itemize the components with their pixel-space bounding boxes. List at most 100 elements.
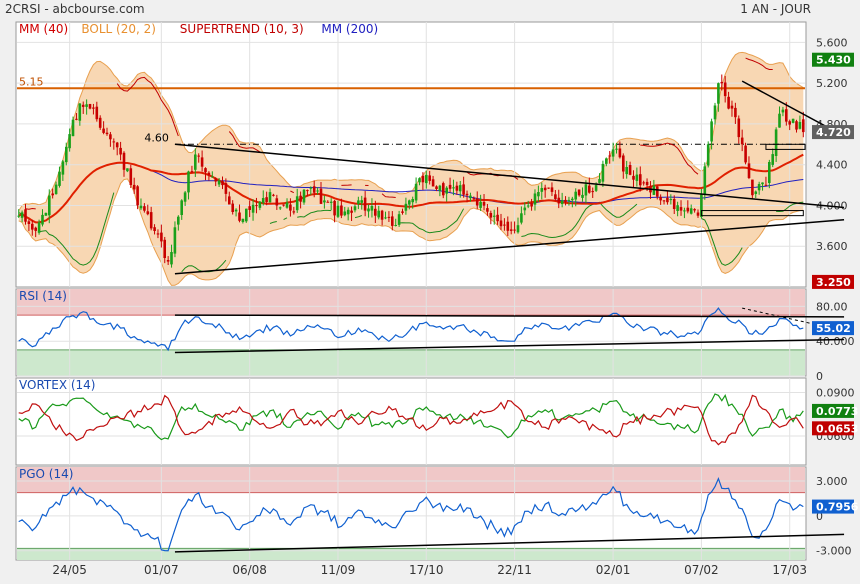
candle-body — [153, 227, 156, 231]
legend-entry: VORTEX (14) — [19, 378, 96, 392]
candle-body — [547, 188, 550, 189]
candle-body — [21, 212, 24, 217]
vortex-badge: 0.0653 — [816, 422, 858, 435]
candle-body — [666, 198, 669, 202]
annotation-label: 4.60 — [144, 131, 169, 144]
candle-body — [191, 171, 194, 172]
vortex-badge: 0.0773 — [816, 405, 858, 418]
candle-body — [748, 163, 751, 178]
candle-body — [571, 199, 574, 201]
candle-body — [493, 216, 496, 217]
candle-body — [228, 196, 231, 204]
candle-body — [265, 197, 268, 202]
candle-body — [500, 221, 503, 227]
candle-body — [45, 213, 48, 216]
candle-body — [442, 183, 445, 195]
candle-body — [245, 209, 248, 222]
pgo-high-zone — [17, 467, 805, 493]
candle-body — [755, 192, 758, 195]
candle-body — [486, 208, 489, 212]
candle-body — [320, 189, 323, 204]
candle-body — [79, 104, 82, 121]
candle-body — [106, 133, 109, 134]
candle-body — [612, 149, 615, 156]
price-ytick-label: 4.400 — [816, 159, 848, 172]
candle-body — [642, 182, 645, 183]
candle-body — [622, 156, 625, 172]
candle-body — [415, 184, 418, 201]
x-tick-label: 07/02 — [684, 563, 719, 577]
candle-body — [323, 200, 326, 202]
candle-body — [41, 215, 44, 225]
candle-body — [391, 216, 394, 226]
candle-body — [347, 210, 350, 215]
candle-body — [187, 172, 190, 193]
candle-body — [102, 129, 105, 133]
candle-body — [113, 141, 116, 142]
candle-body — [225, 183, 228, 194]
supertrend-line — [341, 185, 351, 186]
candle-body — [595, 185, 598, 191]
candle-body — [714, 106, 717, 120]
candle-body — [751, 180, 754, 196]
candle-body — [411, 199, 414, 202]
price-badge: 4.720 — [816, 126, 851, 139]
candle-body — [167, 260, 170, 262]
candle-body — [452, 187, 455, 188]
candle-body — [136, 186, 139, 205]
candle-body — [163, 240, 166, 258]
candle-body — [48, 196, 51, 216]
candle-body — [269, 192, 272, 202]
candle-body — [85, 104, 88, 107]
candle-body — [741, 138, 744, 145]
candle-body — [405, 204, 408, 211]
candle-body — [585, 184, 588, 195]
candle-body — [55, 185, 58, 195]
candle-body — [524, 208, 527, 211]
candle-body — [109, 134, 112, 139]
candle-body — [255, 205, 258, 206]
candle-body — [710, 121, 713, 141]
candle-body — [337, 206, 340, 217]
candle-body — [279, 207, 282, 208]
candle-body — [673, 199, 676, 209]
candle-body — [157, 233, 160, 234]
candle-body — [92, 108, 95, 109]
rsi-ytick-label: 40.000 — [816, 335, 855, 348]
candle-body — [459, 185, 462, 191]
candle-body — [473, 198, 476, 199]
x-tick-label: 06/08 — [232, 563, 267, 577]
candle-body — [598, 179, 601, 183]
candle-body — [527, 206, 530, 207]
candle-body — [422, 176, 425, 183]
candle-body — [639, 174, 642, 185]
candle-body — [632, 176, 635, 180]
legend-entry: BOLL (20, 2) — [81, 22, 156, 36]
candle-body — [727, 97, 730, 109]
candle-body — [581, 195, 584, 198]
candle-body — [248, 206, 251, 210]
candle-body — [439, 186, 442, 191]
legend-entry: MM (40) — [19, 22, 68, 36]
candle-body — [388, 217, 391, 218]
candle-body — [208, 173, 211, 175]
legend-entry: SUPERTREND (10, 3) — [180, 22, 304, 36]
candle-body — [140, 206, 143, 209]
candle-body — [350, 211, 353, 213]
candle-body — [561, 200, 564, 204]
candle-body — [513, 230, 516, 231]
candle-body — [282, 205, 285, 206]
candle-body — [717, 83, 720, 104]
candle-body — [72, 120, 75, 136]
candle-body — [625, 167, 628, 174]
candle-body — [58, 172, 61, 186]
candle-body — [299, 196, 302, 202]
vortex-panel-frame — [16, 378, 806, 465]
candle-body — [568, 200, 571, 201]
candle-body — [174, 227, 177, 253]
candle-body — [262, 198, 265, 203]
candle-body — [126, 168, 129, 171]
candle-body — [259, 202, 262, 208]
rsi-badge: 55.02 — [816, 322, 851, 335]
candle-body — [371, 206, 374, 211]
